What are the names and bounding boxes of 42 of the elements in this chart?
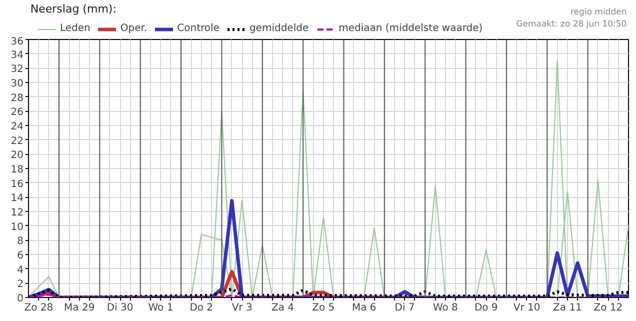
legend-label: Oper.: [120, 23, 148, 34]
y-tick-label: 28: [10, 92, 24, 104]
y-tick-label: 36: [10, 36, 24, 48]
y-tick-label: 32: [10, 64, 24, 76]
y-tick-label: 2: [17, 279, 24, 290]
x-tick-label: Wo 8: [432, 302, 458, 314]
legend-label: Leden: [60, 23, 90, 34]
y-tick-label: 30: [10, 78, 24, 90]
y-tick-label: 20: [10, 150, 24, 162]
x-tick-label: Di 30: [106, 302, 134, 314]
y-tick-label: 26: [10, 107, 24, 118]
y-tick-label: 24: [10, 122, 24, 132]
x-tick-label: Di 7: [394, 302, 415, 314]
y-tick-label: 8: [17, 236, 24, 248]
x-tick-label: Za 11: [553, 302, 582, 314]
x-tick-label: Zo 12: [594, 302, 623, 314]
y-tick-label: 22: [10, 136, 24, 147]
y-tick-label: 34: [10, 50, 24, 61]
y-tick-label: 18: [10, 164, 24, 176]
y-tick-label: 14: [10, 193, 24, 204]
y-tick-label: 4: [17, 264, 24, 276]
y-tick-label: 12: [10, 208, 24, 218]
x-tick-label: Vr 10: [513, 302, 540, 314]
chart-title: Neerslag (mm):: [30, 2, 116, 16]
y-tick-label: 16: [10, 178, 24, 190]
text: Gemaakt: zo 28 jun 10:50: [516, 20, 627, 30]
x-tick-label: Do 9: [474, 302, 498, 314]
x-tick-label: Zo 5: [312, 302, 335, 314]
x-tick-label: Do 2: [190, 302, 214, 314]
legend-label: gemiddelde: [249, 23, 309, 34]
x-tick-label: Ma 29: [64, 302, 95, 314]
x-tick-label: Wo 1: [148, 302, 174, 314]
y-tick-label: 0: [17, 294, 24, 304]
y-tick-label: 10: [10, 222, 24, 233]
y-tick-label: 6: [17, 250, 24, 262]
x-tick-label: Zo 28: [24, 302, 54, 314]
text: regio midden: [570, 8, 627, 18]
legend-label: Controle: [177, 23, 220, 34]
x-tick-label: Za 4: [271, 302, 294, 314]
legend-label: mediaan (middelste waarde): [338, 23, 483, 34]
x-tick-label: Ma 6: [352, 302, 376, 314]
x-tick-label: Vr 3: [232, 302, 252, 314]
